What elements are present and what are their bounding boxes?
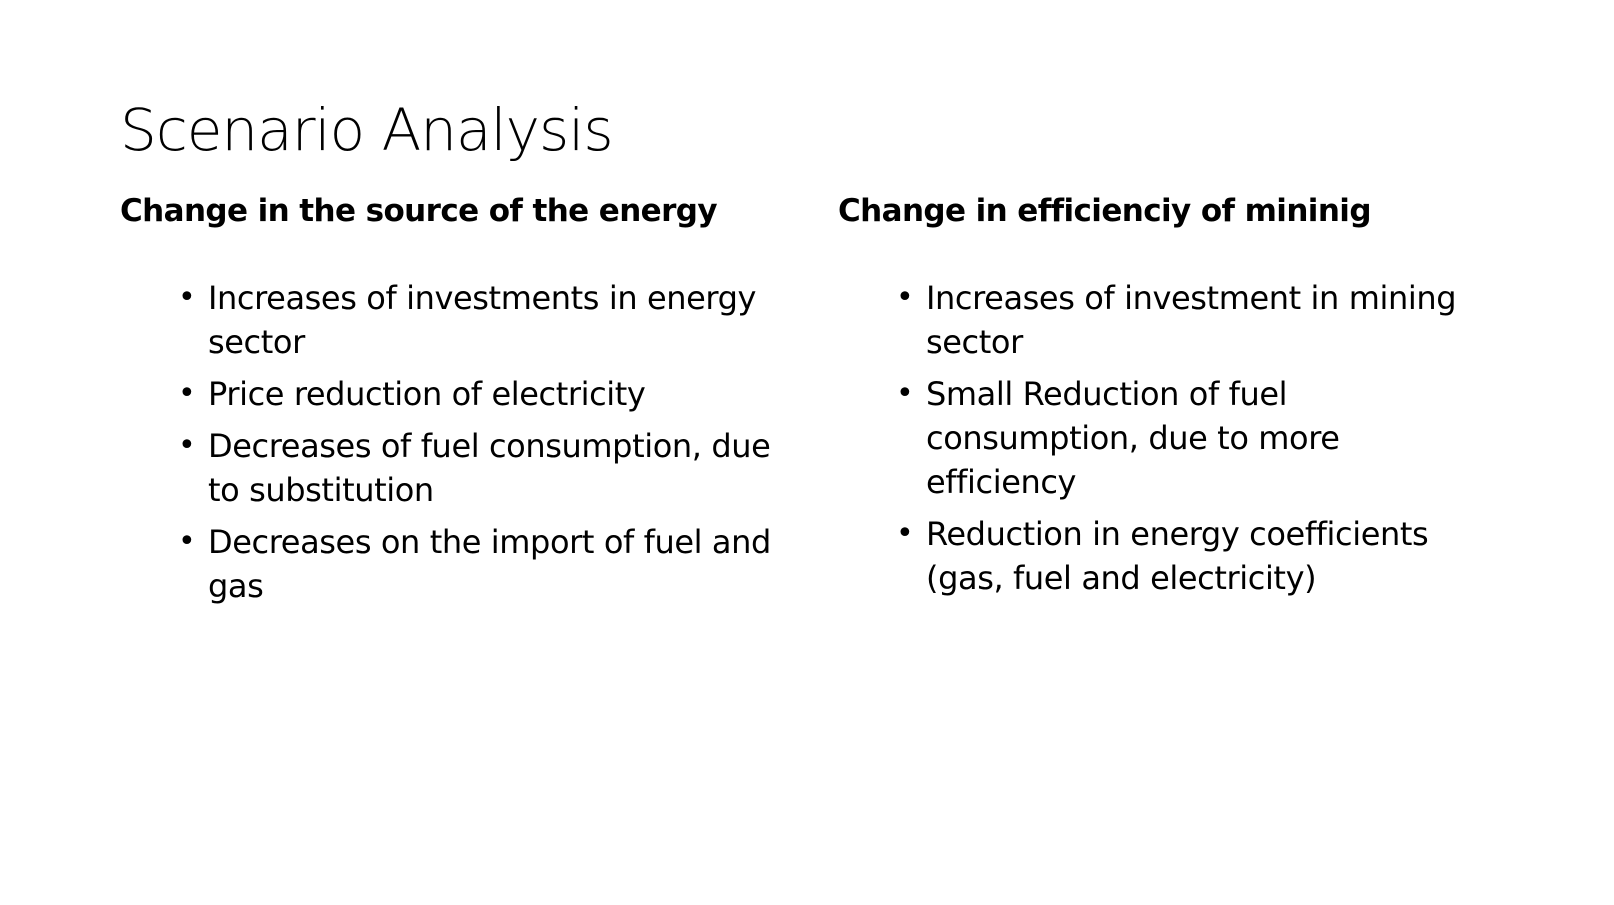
bullet-item: Price reduction of electricity — [120, 372, 800, 416]
left-bullet-list: Increases of investments in energy secto… — [120, 276, 800, 608]
bullet-item: Reduction in energy coefficients (gas, f… — [838, 512, 1498, 600]
right-column-heading: Change in efficienciy of mininig — [838, 193, 1372, 229]
left-column-heading: Change in the source of the energy — [120, 193, 718, 229]
bullet-item: Small Reduction of fuel consumption, due… — [838, 372, 1498, 504]
right-column: Change in efficienciy of mininig Increas… — [838, 190, 1498, 608]
left-column: Change in the source of the energy Incre… — [120, 190, 800, 616]
slide-title: Scenario Analysis — [120, 96, 614, 164]
bullet-item: Decreases of fuel consumption, due to su… — [120, 424, 800, 512]
bullet-item: Increases of investments in energy secto… — [120, 276, 800, 364]
right-bullet-list: Increases of investment in mining sector… — [838, 276, 1498, 600]
bullet-item: Increases of investment in mining sector — [838, 276, 1498, 364]
bullet-item: Decreases on the import of fuel and gas — [120, 520, 800, 608]
